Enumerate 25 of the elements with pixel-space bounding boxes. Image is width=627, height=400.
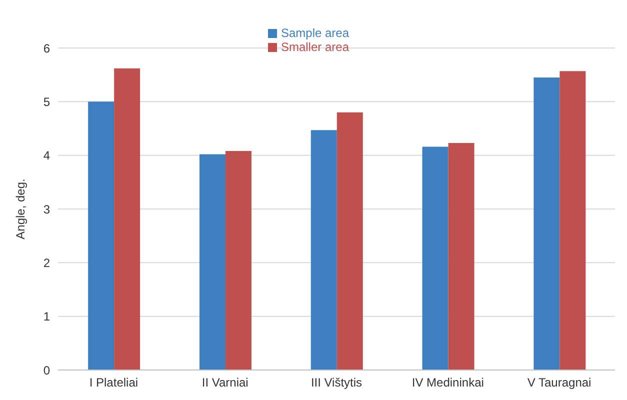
bar: [336, 112, 363, 370]
bar: [199, 154, 226, 370]
bar: [114, 68, 140, 370]
bar: [225, 151, 252, 370]
y-tick-label: 5: [43, 94, 50, 109]
y-axis-title: Angle, deg.: [13, 178, 28, 240]
bar: [310, 130, 337, 370]
bar: [88, 102, 114, 370]
x-tick-label: III Vištytis: [310, 376, 362, 390]
bar: [422, 146, 448, 370]
y-tick-label: 0: [43, 363, 50, 378]
bar: [534, 78, 560, 370]
legend-label: Smaller area: [280, 40, 349, 54]
y-tick-label: 2: [43, 256, 50, 270]
bar: [448, 142, 474, 370]
x-tick-label: IV Medininkai: [412, 376, 484, 390]
y-tick-label: 3: [43, 202, 50, 216]
y-tick-label: 1: [43, 310, 50, 324]
legend-label: Sample area: [280, 26, 350, 40]
y-tick-label: 4: [43, 148, 50, 163]
x-tick-label: I Plateliai: [89, 376, 138, 390]
x-tick-label: V Tauragnai: [527, 376, 592, 390]
bar: [560, 71, 586, 370]
y-tick-label: 6: [43, 41, 50, 56]
x-tick-label: II Varniai: [202, 376, 248, 390]
